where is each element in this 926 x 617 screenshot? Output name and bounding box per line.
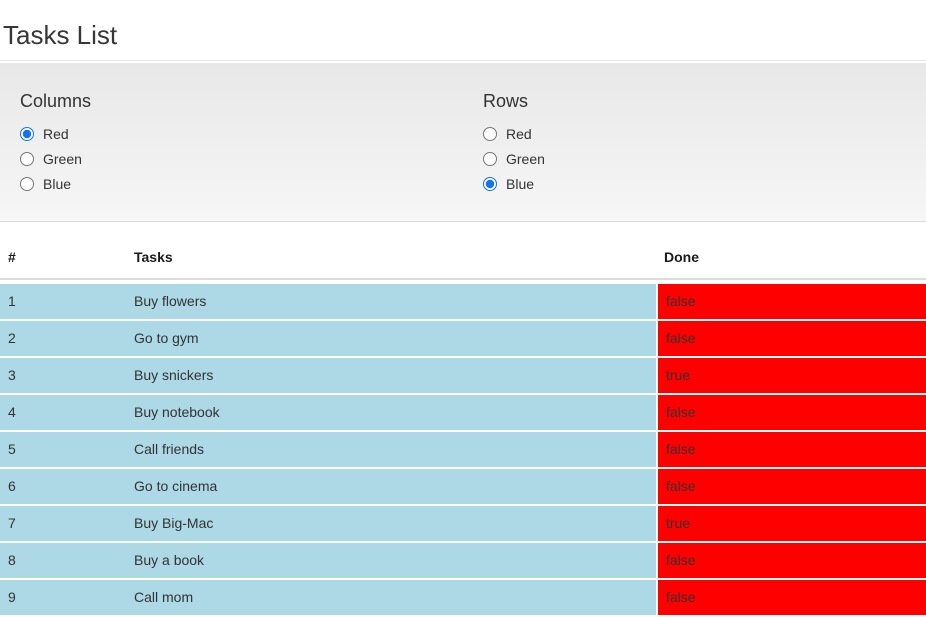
radio-input-rows-green[interactable] bbox=[483, 152, 497, 167]
radio-input-rows-blue[interactable] bbox=[483, 177, 497, 192]
table-row: 1 Buy flowers false bbox=[0, 279, 926, 321]
rows-radio-group: Rows Red Green Blue bbox=[463, 91, 926, 197]
row-number-cell: 5 bbox=[0, 431, 126, 469]
tasks-table: # Tasks Done 1 Buy flowers false 2 Go to… bbox=[0, 238, 926, 617]
done-cell: true bbox=[656, 357, 926, 395]
table-row: 9 Call mom false bbox=[0, 579, 926, 617]
columns-group-title: Columns bbox=[20, 90, 92, 111]
row-number-cell: 4 bbox=[0, 394, 126, 432]
radio-option-columns-green[interactable]: Green bbox=[20, 147, 463, 172]
radio-option-rows-green[interactable]: Green bbox=[483, 147, 926, 172]
done-cell: false bbox=[656, 320, 926, 358]
radio-input-columns-blue[interactable] bbox=[20, 177, 34, 192]
radio-option-columns-blue[interactable]: Blue bbox=[20, 172, 463, 197]
row-number-cell: 9 bbox=[0, 579, 126, 617]
control-panel: Columns Red Green Blue Rows Red Green Bl… bbox=[0, 62, 926, 222]
task-cell: Go to gym bbox=[126, 320, 656, 358]
row-number-cell: 8 bbox=[0, 542, 126, 580]
done-cell: true bbox=[656, 505, 926, 543]
radio-label: Red bbox=[506, 126, 532, 143]
radio-label: Green bbox=[43, 151, 82, 168]
task-cell: Call friends bbox=[126, 431, 656, 469]
done-cell: false bbox=[656, 468, 926, 506]
column-header-done: Done bbox=[656, 238, 926, 280]
radio-option-columns-red[interactable]: Red bbox=[20, 122, 463, 147]
table-row: 4 Buy notebook false bbox=[0, 394, 926, 432]
rows-group-title: Rows bbox=[483, 90, 529, 111]
table-row: 2 Go to gym false bbox=[0, 320, 926, 358]
task-cell: Buy flowers bbox=[126, 279, 656, 321]
row-number-cell: 1 bbox=[0, 279, 126, 321]
radio-input-rows-red[interactable] bbox=[483, 127, 497, 142]
rows-radio-list: Red Green Blue bbox=[483, 122, 926, 197]
radio-label: Red bbox=[43, 126, 69, 143]
radio-option-rows-blue[interactable]: Blue bbox=[483, 172, 926, 197]
task-cell: Go to cinema bbox=[126, 468, 656, 506]
radio-label: Green bbox=[506, 151, 545, 168]
done-cell: false bbox=[656, 431, 926, 469]
task-cell: Buy notebook bbox=[126, 394, 656, 432]
done-cell: false bbox=[656, 542, 926, 580]
radio-option-rows-red[interactable]: Red bbox=[483, 122, 926, 147]
radio-input-columns-green[interactable] bbox=[20, 152, 34, 167]
done-cell: false bbox=[656, 579, 926, 617]
radio-input-columns-red[interactable] bbox=[20, 127, 34, 142]
row-number-cell: 2 bbox=[0, 320, 126, 358]
row-number-cell: 6 bbox=[0, 468, 126, 506]
table-row: 8 Buy a book false bbox=[0, 542, 926, 580]
task-cell: Buy a book bbox=[126, 542, 656, 580]
done-cell: false bbox=[656, 279, 926, 321]
tasks-table-body: 1 Buy flowers false 2 Go to gym false 3 … bbox=[0, 279, 926, 617]
column-header-number: # bbox=[0, 238, 126, 280]
row-number-cell: 3 bbox=[0, 357, 126, 395]
task-cell: Buy Big-Mac bbox=[126, 505, 656, 543]
table-row: 7 Buy Big-Mac true bbox=[0, 505, 926, 543]
page-title: Tasks List bbox=[0, 0, 926, 61]
task-cell: Buy snickers bbox=[126, 357, 656, 395]
radio-label: Blue bbox=[43, 176, 72, 193]
task-cell: Call mom bbox=[126, 579, 656, 617]
table-row: 5 Call friends false bbox=[0, 431, 926, 469]
columns-radio-list: Red Green Blue bbox=[20, 122, 463, 197]
column-header-tasks: Tasks bbox=[126, 238, 656, 280]
done-cell: false bbox=[656, 394, 926, 432]
columns-radio-group: Columns Red Green Blue bbox=[0, 91, 463, 197]
table-header-row: # Tasks Done bbox=[0, 238, 926, 280]
table-row: 6 Go to cinema false bbox=[0, 468, 926, 506]
table-row: 3 Buy snickers true bbox=[0, 357, 926, 395]
row-number-cell: 7 bbox=[0, 505, 126, 543]
radio-label: Blue bbox=[506, 176, 535, 193]
